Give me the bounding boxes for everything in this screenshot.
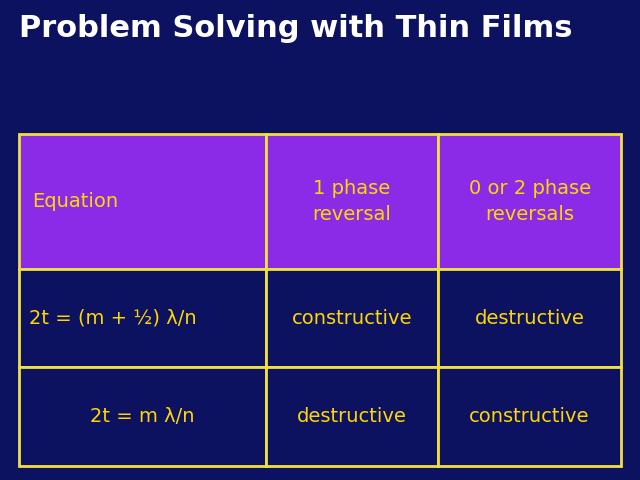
Bar bbox=[266, 367, 438, 466]
Text: destructive: destructive bbox=[475, 309, 584, 327]
Text: 2t = m λ/n: 2t = m λ/n bbox=[90, 407, 195, 426]
Text: Problem Solving with Thin Films: Problem Solving with Thin Films bbox=[19, 14, 573, 43]
Bar bbox=[266, 269, 438, 367]
Bar bbox=[19, 269, 266, 367]
Bar bbox=[438, 269, 621, 367]
Text: constructive: constructive bbox=[469, 407, 590, 426]
Bar bbox=[19, 367, 266, 466]
Bar bbox=[438, 367, 621, 466]
Bar bbox=[438, 134, 621, 269]
Text: Equation: Equation bbox=[32, 192, 118, 211]
Bar bbox=[19, 134, 266, 269]
Bar bbox=[266, 134, 438, 269]
Text: 2t = (m + ½) λ/n: 2t = (m + ½) λ/n bbox=[29, 309, 196, 327]
Text: destructive: destructive bbox=[297, 407, 407, 426]
Text: 1 phase
reversal: 1 phase reversal bbox=[312, 179, 392, 224]
Text: 0 or 2 phase
reversals: 0 or 2 phase reversals bbox=[468, 179, 591, 224]
Text: constructive: constructive bbox=[292, 309, 412, 327]
